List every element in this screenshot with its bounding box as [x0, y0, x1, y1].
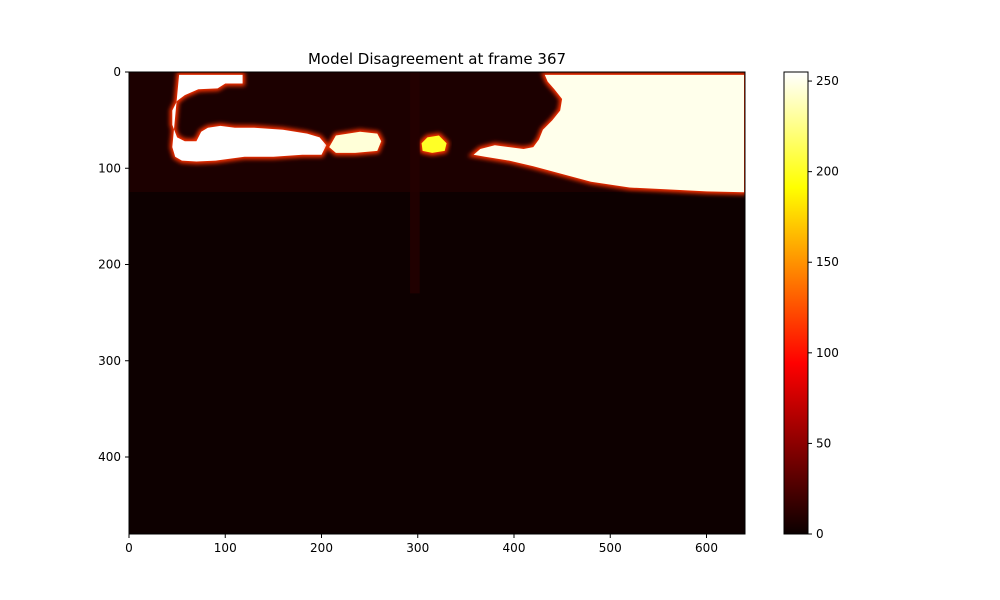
- x-tick-label: 300: [406, 541, 429, 555]
- heatmap-region: [473, 74, 744, 193]
- y-tick-label: 0: [113, 65, 121, 79]
- y-tick-label: 100: [98, 161, 121, 175]
- vertical-dark-band: [410, 72, 420, 294]
- heatmap-region: [329, 131, 382, 153]
- colorbar-tick-label: 250: [816, 74, 839, 88]
- x-tick-label: 600: [695, 541, 718, 555]
- y-tick-label: 200: [98, 258, 121, 272]
- colorbar-tick-label: 100: [816, 346, 839, 360]
- x-axis: 0 100 200 300 400 500 600: [125, 534, 718, 555]
- heatmap-regions: [169, 72, 745, 195]
- colorbar-gradient: [783, 71, 809, 535]
- y-tick-label: 300: [98, 354, 121, 368]
- x-tick-label: 200: [310, 541, 333, 555]
- y-axis: 0 100 200 300 400: [98, 65, 129, 464]
- heatmap-region: [172, 74, 327, 162]
- heatmap-plot-area: [129, 72, 745, 534]
- colorbar: 0 50 100 150 200 250: [783, 71, 839, 541]
- x-tick-label: 400: [503, 541, 526, 555]
- x-tick-label: 500: [599, 541, 622, 555]
- x-tick-label: 0: [125, 541, 133, 555]
- y-tick-label: 400: [98, 450, 121, 464]
- colorbar-tick-label: 150: [816, 255, 839, 269]
- colorbar-tick-label: 200: [816, 165, 839, 179]
- heatmap-region: [421, 135, 447, 153]
- colorbar-ticks: 0 50 100 150 200 250: [808, 74, 839, 541]
- x-tick-label: 100: [214, 541, 237, 555]
- colorbar-tick-label: 50: [816, 436, 831, 450]
- colorbar-tick-label: 0: [816, 527, 824, 541]
- plot-frame: [128, 71, 746, 535]
- chart-title: Model Disagreement at frame 367: [308, 50, 566, 68]
